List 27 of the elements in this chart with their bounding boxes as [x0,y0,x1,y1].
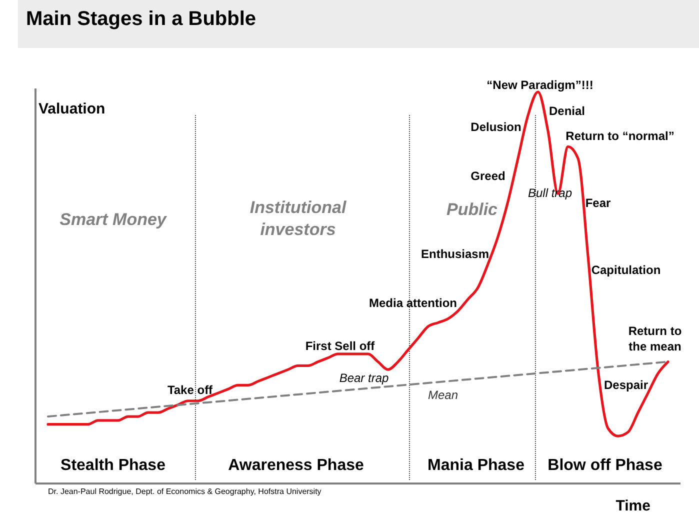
annotation: “New Paradigm”!!! [486,78,594,92]
text: Dr. Jean-Paul Rodrigue, Dept. of Economics & Geography, Hofstra University [48,487,322,496]
annotation: Smart Money [60,210,168,229]
annotation: Fear [585,196,611,210]
y-axis-title: Valuation [38,100,106,118]
annotation: Despair [604,378,648,392]
annotation: Institutional investors [250,198,348,240]
annotation: Awareness Phase [228,457,364,474]
annotation: Denial [548,104,586,118]
chart-title: Main Stages in a Bubble [26,8,256,31]
annotation: Take off [167,383,214,397]
annotation: Mania Phase [428,457,525,474]
annotation: Return to “normal” [566,129,674,143]
annotation: Delusion [470,120,522,134]
annotation: Bull trap [528,186,572,200]
annotation: Return to the mean [628,324,682,354]
annotation: Greed [470,169,506,183]
annotation: First Sell off [305,339,376,353]
annotation: Bear trap [339,371,390,385]
annotation: Stealth Phase [60,457,166,474]
x-axis-title: Time [616,498,650,513]
annotation: Media attention [368,296,458,310]
annotation: Blow off Phase [548,457,662,474]
series-label: Mean [428,388,458,402]
annotation: Enthusiasm [420,247,490,261]
annotation: Public [446,200,498,219]
annotation: Capitulation [591,263,661,277]
